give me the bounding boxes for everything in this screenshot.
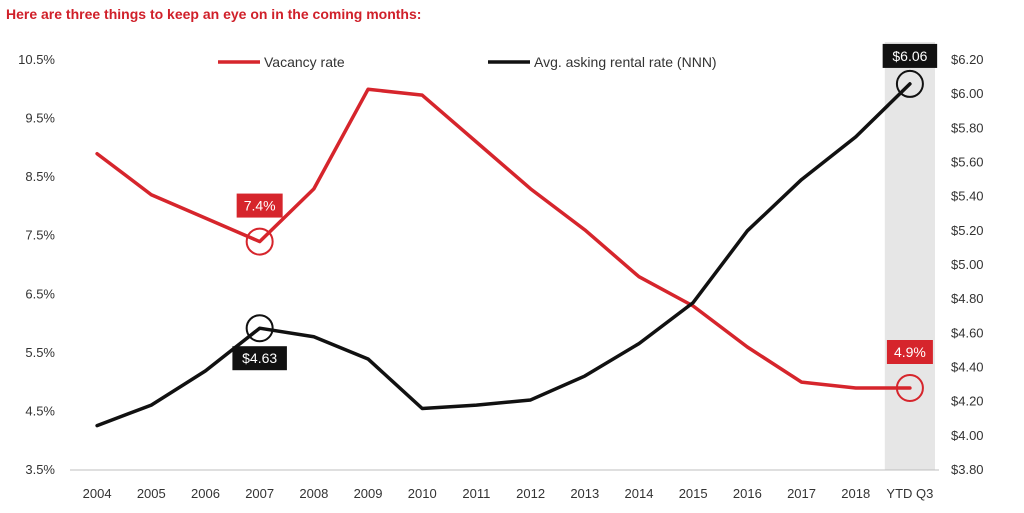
- callout-box-4-9: [886, 340, 933, 364]
- right-tick-5-00: $5.00: [951, 257, 984, 272]
- callout-marker-7-4: [245, 227, 274, 256]
- left-tick-5-5: 5.5%: [25, 345, 55, 360]
- right-tick-4-60: $4.60: [951, 325, 984, 340]
- legend-label-avg-asking-rental-rate-nnn: Avg. asking rental rate (NNN): [534, 54, 717, 70]
- x-tick-ytd-q3: YTD Q3: [886, 486, 933, 501]
- x-tick-2014: 2014: [625, 486, 654, 501]
- left-tick-10-5: 10.5%: [18, 52, 55, 67]
- x-tick-2013: 2013: [570, 486, 599, 501]
- callout-label-4-63: $4.63: [242, 350, 277, 366]
- chart-headline: Here are three things to keep an eye on …: [6, 6, 422, 22]
- callout-label-7-4: 7.4%: [244, 198, 276, 214]
- x-tick-2012: 2012: [516, 486, 545, 501]
- right-tick-5-60: $5.60: [951, 155, 984, 170]
- x-tick-2007: 2007: [245, 486, 274, 501]
- right-axis-ticks: $3.80 $4.00 $4.20 $4.40 $4.60 $4.80 $5.00 $5.20…: [951, 52, 984, 477]
- x-tick-2004: 2004: [83, 486, 112, 501]
- right-tick-5-20: $5.20: [951, 223, 984, 238]
- right-tick-5-80: $5.80: [951, 120, 984, 135]
- callout-box-6-06: [882, 43, 938, 68]
- right-tick-4-20: $4.20: [951, 394, 984, 409]
- x-tick-2016: 2016: [733, 486, 762, 501]
- x-tick-2010: 2010: [408, 486, 437, 501]
- right-tick-6-20: $6.20: [951, 52, 984, 67]
- right-tick-4-80: $4.80: [951, 291, 984, 306]
- series-line-vacancy-rate: [95, 87, 912, 390]
- left-tick-3-5: 3.5%: [25, 462, 55, 477]
- callout-label-6-06: $6.06: [892, 48, 927, 64]
- callout-marker-6-06: [895, 69, 924, 98]
- right-tick-4-40: $4.40: [951, 360, 984, 375]
- legend-label-vacancy-rate: Vacancy rate: [264, 54, 345, 70]
- ytd-highlight-band: [884, 42, 935, 470]
- callout-marker-4-9: [895, 374, 924, 402]
- x-tick-2005: 2005: [137, 486, 166, 501]
- right-tick-5-40: $5.40: [951, 189, 984, 204]
- x-tick-2006: 2006: [191, 486, 220, 501]
- left-tick-9-5: 9.5%: [25, 111, 55, 126]
- left-tick-4-5: 4.5%: [25, 403, 55, 418]
- left-tick-6-5: 6.5%: [25, 286, 55, 301]
- callout-marker-4-63: [245, 314, 274, 343]
- right-tick-3-80: $3.80: [951, 462, 984, 477]
- left-tick-8-5: 8.5%: [25, 169, 55, 184]
- left-axis-ticks: 3.5% 4.5% 5.5% 6.5% 7.5% 8.5% 9.5% 10.5%: [18, 52, 55, 477]
- right-tick-4-00: $4.00: [951, 428, 984, 443]
- x-axis-ticks: 2004 2005 2006 2007 2008 2009 2010 2011 2012 2013…: [83, 486, 934, 501]
- callout-box-4-63: [232, 346, 287, 371]
- callout-label-4-9: 4.9%: [894, 344, 926, 360]
- right-tick-6-00: $6.00: [951, 86, 984, 101]
- x-tick-2011: 2011: [462, 486, 490, 501]
- series-lines: [95, 82, 912, 428]
- legend: Vacancy rate Avg. asking rental rate (NNN…: [218, 54, 717, 70]
- callouts: 7.4% 4.9% $4.63 $6.06: [232, 43, 938, 402]
- x-tick-2018: 2018: [841, 486, 870, 501]
- x-tick-2009: 2009: [354, 486, 383, 501]
- callout-box-7-4: [236, 193, 283, 218]
- x-tick-2015: 2015: [679, 486, 708, 501]
- x-tick-2008: 2008: [299, 486, 328, 501]
- x-tick-2017: 2017: [787, 486, 816, 501]
- left-tick-7-5: 7.5%: [25, 228, 55, 243]
